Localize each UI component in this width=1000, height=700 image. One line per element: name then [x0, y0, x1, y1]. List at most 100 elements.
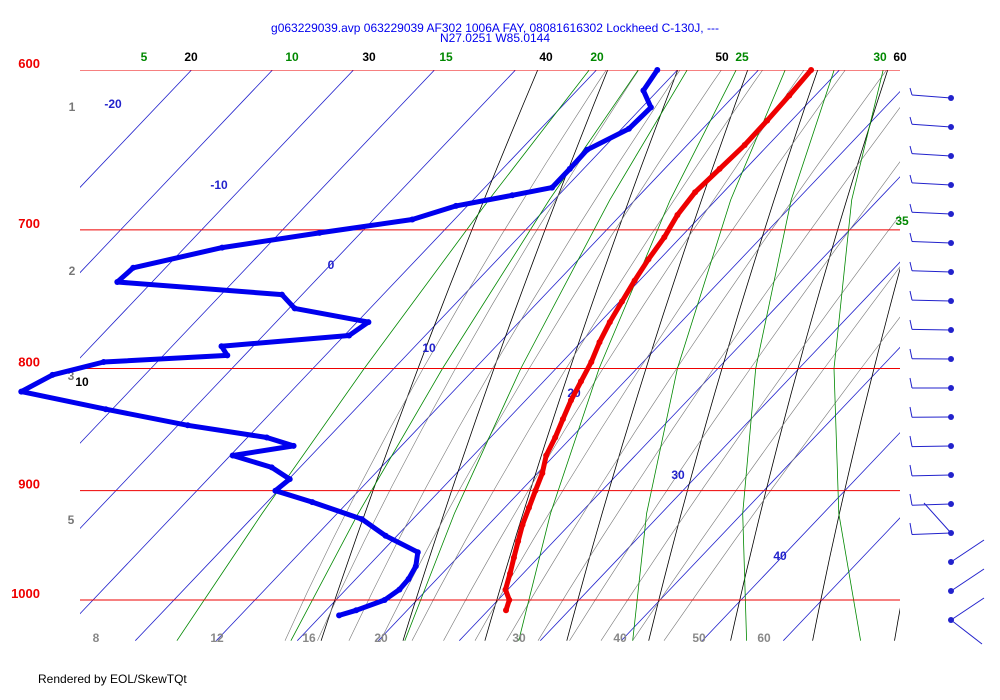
temperature-point: [519, 521, 526, 528]
dewpoint-point: [414, 549, 421, 556]
wind-barb-flag: [909, 290, 913, 301]
bottom-axis-label: 16: [302, 631, 316, 645]
pressure-label: 800: [18, 354, 40, 369]
bottom-axis-label: 50: [692, 631, 706, 645]
chart-title-line-2: N27.0251 W85.0144: [440, 31, 550, 45]
mixing-ratio-label: 25: [735, 50, 749, 64]
dewpoint-point: [453, 202, 459, 209]
dewpoint-point: [336, 612, 343, 619]
temperature-point: [503, 607, 509, 614]
dewpoint-point: [268, 464, 275, 471]
isotherm-line: [80, 70, 598, 615]
wind-barb-staff: [911, 532, 952, 535]
dry-adiabat-line: [566, 70, 749, 641]
dry-adiabat-line: [812, 267, 900, 641]
chart-title-line-1: g063229039.avp 063229039 AF302 1006A FAY…: [271, 21, 719, 35]
dewpoint-point: [647, 104, 654, 111]
wind-barb-staff: [911, 182, 952, 186]
dewpoint-point: [219, 244, 226, 251]
temperature-point: [661, 234, 668, 241]
temperature-point: [525, 504, 532, 511]
mixing-ratio-label: 10: [285, 50, 299, 64]
height-km-label: 3: [68, 369, 75, 383]
temperature-point: [568, 397, 574, 404]
wind-barb-flag: [909, 87, 913, 96]
temperature-point: [619, 298, 625, 305]
moist-adiabat-line: [474, 70, 846, 641]
mixing-ratio-line: [404, 70, 688, 641]
height-km-label: 1: [69, 100, 76, 114]
dewpoint-point: [130, 264, 137, 271]
isotherm-line: [80, 70, 193, 188]
dewpoint-point: [263, 434, 270, 441]
axis-labels: 600 700 800 900 1000 -20 -10 0 10 20 30 40 20 30 40 50 6…: [11, 50, 909, 645]
dewpoint-point: [346, 332, 353, 339]
height-km-label: 2: [69, 264, 76, 278]
dry-adiabat-label: 50: [715, 50, 729, 64]
temperature-point: [578, 378, 584, 385]
mixing-ratio-label: 15: [439, 50, 453, 64]
wind-barb-flag: [909, 522, 913, 535]
dewpoint-point: [640, 87, 647, 94]
dewpoint-point: [114, 279, 121, 285]
height-km-label: 5: [68, 513, 75, 527]
temperature-point: [692, 189, 699, 196]
dewpoint-point: [316, 229, 323, 236]
dry-adiabat-line: [648, 70, 819, 641]
temperature-point: [506, 597, 513, 603]
wind-barb-flag: [909, 145, 913, 154]
wind-barb-staff: [950, 568, 985, 592]
isotherm-line: [80, 70, 517, 529]
temperature-point: [808, 67, 815, 73]
wind-barb-staff: [911, 503, 952, 506]
temperature-point: [502, 586, 509, 593]
mixing-ratio-label: 20: [590, 50, 604, 64]
dewpoint-point: [286, 476, 293, 483]
dewpoint-point: [625, 125, 632, 132]
isotherm-line: [621, 346, 900, 641]
dewpoint-point: [405, 576, 412, 582]
dry-adiabat-label: 30: [362, 50, 376, 64]
dewpoint-point: [396, 586, 403, 593]
isotherm-line: [216, 70, 760, 641]
temperature-point: [510, 554, 517, 561]
wind-barb-flag: [909, 406, 913, 418]
isotherm-line: [80, 70, 355, 359]
dewpoint-point: [382, 532, 389, 539]
temperature-point: [631, 277, 638, 284]
dewpoint-point: [353, 607, 360, 614]
dewpoint-point: [549, 184, 555, 191]
wind-barb-staff: [950, 619, 983, 645]
pressure-label: 900: [18, 477, 40, 492]
wind-barb-flag: [909, 116, 913, 125]
wind-barb-staff: [950, 539, 985, 563]
temperature-point: [741, 142, 748, 148]
isotherm-label: -20: [104, 97, 122, 111]
temperature-point: [507, 570, 513, 577]
bottom-axis-label: 30: [512, 631, 526, 645]
mixing-ratio-label: 5: [141, 50, 148, 64]
temperature-point: [552, 434, 559, 441]
mixing-ratio-line: [742, 70, 835, 641]
isotherm-line: [540, 261, 900, 641]
wind-barb-flag: [909, 203, 913, 213]
bottom-axis-label: 60: [757, 631, 771, 645]
dewpoint-point: [566, 165, 573, 172]
isotherm-line: [80, 70, 274, 274]
pressure-label: 1000: [11, 586, 40, 601]
footer-credit: Rendered by EOL/SkewTQt: [38, 672, 187, 686]
temperature-point: [716, 165, 723, 172]
temperature-point: [539, 470, 546, 477]
dry-adiabat-label: 40: [539, 50, 553, 64]
dry-adiabat-label: 60: [893, 50, 907, 64]
dewpoint-point: [509, 192, 516, 199]
bottom-axis-label: 12: [210, 631, 224, 645]
wind-barb-staff: [911, 153, 952, 157]
wind-barb-staff: [911, 241, 952, 244]
dewpoint-point: [291, 305, 298, 312]
wind-barb-flag: [909, 261, 913, 271]
temperature-point: [515, 538, 522, 545]
dewpoint-point: [365, 319, 372, 326]
dewpoint-point: [309, 499, 316, 506]
isotherm-line: [783, 517, 900, 641]
